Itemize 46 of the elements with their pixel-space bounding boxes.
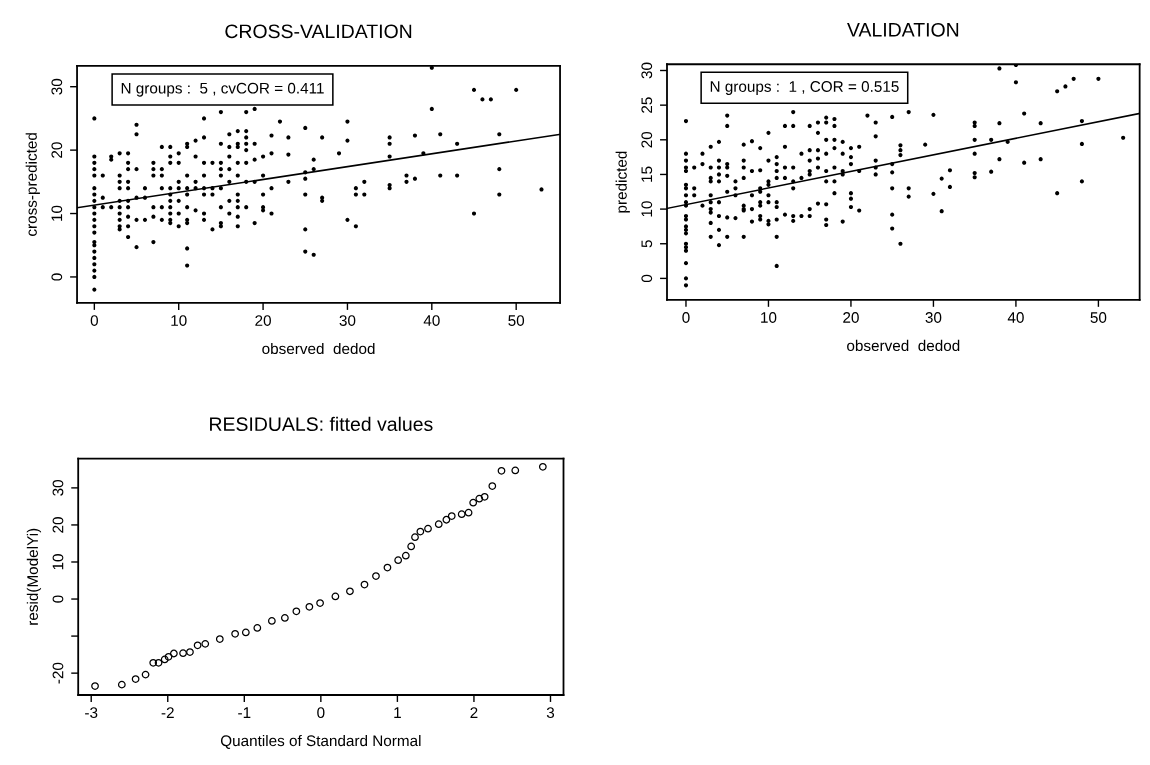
chart-title: VALIDATION bbox=[847, 22, 959, 37]
x-tick-label: 50 bbox=[1090, 312, 1107, 323]
y-tick-label: 10 bbox=[51, 205, 63, 221]
x-tick-label: -1 bbox=[238, 707, 251, 718]
x-tick-label: 0 bbox=[317, 707, 325, 719]
x-tick-label: 30 bbox=[339, 315, 356, 326]
x-tick-label: 20 bbox=[255, 315, 271, 326]
y-tick-label: 25 bbox=[641, 97, 653, 113]
y-tick-label: 0 bbox=[51, 273, 63, 281]
x-tick-label: 3 bbox=[546, 707, 555, 719]
x-tick-label: 40 bbox=[423, 315, 440, 326]
x-tick-label: 50 bbox=[508, 315, 525, 326]
y-tick-label: 10 bbox=[641, 201, 653, 217]
y-tick-label: 10 bbox=[52, 554, 64, 570]
x-axis-title: observed dedod bbox=[262, 342, 375, 355]
annotation: N groups : 5 , cvCOR = 0.411 bbox=[121, 82, 324, 97]
y-tick-label: 30 bbox=[52, 479, 64, 496]
x-tick-label: -3 bbox=[85, 707, 98, 719]
chart-title: RESIDUALS: fitted values bbox=[210, 416, 433, 432]
x-tick-label: 0 bbox=[90, 315, 98, 326]
y-axis-title: resid(ModelYi) bbox=[26, 528, 42, 625]
x-tick-label: 20 bbox=[843, 312, 859, 323]
x-tick-label: -2 bbox=[161, 707, 174, 718]
annotation: N groups : 1 , COR = 0.515 bbox=[710, 81, 899, 95]
chart-title: CROSS-VALIDATION bbox=[225, 24, 412, 39]
x-tick-label: 1 bbox=[394, 707, 401, 718]
y-axis-title: cross-predicted bbox=[25, 133, 40, 236]
y-tick-label: 30 bbox=[641, 62, 653, 79]
x-axis-title: observed dedod bbox=[847, 339, 960, 352]
x-axis-title: Quantiles of Standard Normal bbox=[220, 734, 421, 749]
y-tick-label: -20 bbox=[52, 662, 64, 684]
x-tick-label: 30 bbox=[925, 312, 942, 323]
y-tick-label: 5 bbox=[641, 240, 653, 248]
y-axis-title: predicted bbox=[615, 151, 630, 213]
y-tick-label: 20 bbox=[641, 131, 653, 148]
y-tick-label: 20 bbox=[52, 517, 64, 533]
y-tick-label: 0 bbox=[641, 274, 653, 283]
x-tick-label: 0 bbox=[682, 312, 690, 323]
y-tick-label: 20 bbox=[51, 142, 63, 158]
x-tick-label: 10 bbox=[761, 312, 777, 323]
x-tick-label: 40 bbox=[1007, 312, 1024, 323]
x-tick-label: 10 bbox=[171, 315, 187, 326]
y-tick-label: 15 bbox=[641, 166, 653, 182]
x-tick-label: 2 bbox=[470, 707, 478, 718]
y-tick-label: 0 bbox=[52, 595, 64, 603]
y-tick-label: 30 bbox=[51, 78, 63, 95]
